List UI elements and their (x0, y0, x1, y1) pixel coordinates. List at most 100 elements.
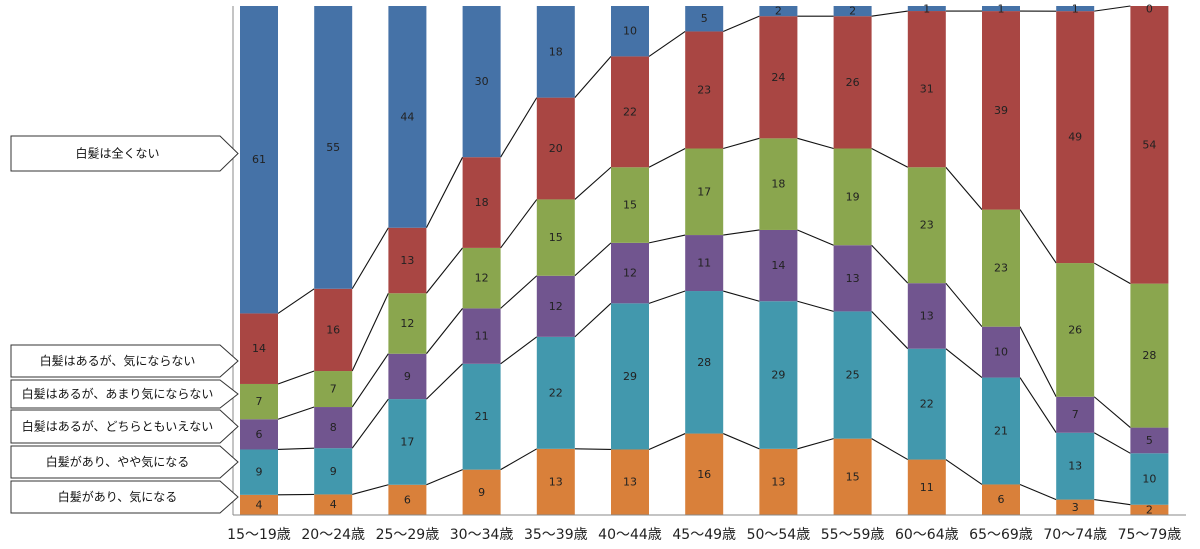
bar-segment (907, 459, 946, 515)
bar-segment (611, 56, 649, 168)
bar-stacks (240, 6, 1169, 515)
bar-segment (833, 245, 872, 312)
data-label: 10 (623, 25, 637, 38)
data-label: 22 (549, 386, 563, 399)
data-label: 19 (846, 190, 860, 203)
connector-line (797, 300, 834, 312)
bar-segment (536, 448, 575, 515)
x-tick-label: 70〜74歳 (1043, 527, 1107, 543)
bar-segment (759, 6, 798, 17)
connector-line (574, 448, 612, 451)
connector-line (351, 353, 389, 408)
series-connector-lines (277, 5, 1131, 506)
data-label: 29 (771, 369, 785, 382)
bar-segment (1130, 283, 1169, 428)
connector-line (425, 247, 464, 294)
legend-label: 白髪はあるが、気にならない (40, 353, 196, 368)
bar-segment (833, 438, 872, 515)
bar-segment (240, 313, 278, 384)
data-label: 29 (623, 370, 637, 383)
connector-line (797, 229, 834, 246)
bar-segment (685, 235, 724, 292)
bar-segment (314, 6, 353, 289)
data-label: 17 (400, 435, 414, 448)
connector-line (945, 282, 983, 328)
x-tick-label: 35〜39歳 (524, 527, 588, 543)
data-label: 13 (846, 272, 860, 285)
connector-line (1019, 377, 1057, 434)
legend-callout (10, 480, 239, 514)
data-label: 4 (330, 498, 337, 511)
bar-segment (240, 419, 278, 450)
bar-segment (388, 6, 427, 228)
data-label: 28 (697, 356, 711, 369)
bar-segment (685, 291, 724, 434)
connector-line (871, 438, 909, 461)
data-label: 10 (994, 346, 1008, 359)
data-label: 24 (771, 71, 785, 84)
data-label: 15 (846, 470, 860, 483)
bar-segment (462, 157, 501, 248)
connector-line (1093, 396, 1131, 429)
bar-segment (314, 371, 353, 408)
connector-line (945, 166, 983, 210)
bar-segment (536, 97, 575, 200)
bar-segment (1130, 427, 1169, 454)
x-tick-labels: 15〜19歳 20〜24歳 25〜29歳 30〜34歳 35〜39歳 40〜44歳 45〜4… (227, 527, 1181, 543)
data-label: 9 (330, 465, 337, 478)
legend-label: 白髪はあるが、あまり気にならない (22, 386, 214, 401)
data-label: 1 (998, 3, 1005, 16)
data-label: 11 (697, 257, 711, 270)
connector-line (648, 30, 686, 57)
legend-label: 白髪は全くない (75, 146, 159, 161)
data-label: 15 (549, 231, 563, 244)
bar-segment (388, 227, 427, 294)
connector-line (277, 406, 315, 420)
connector-line (648, 148, 686, 168)
bar-segment (1130, 453, 1169, 505)
segment-labels: 4967146149871655617912134492111121830132… (252, 3, 1156, 517)
connector-line (797, 438, 834, 450)
data-label: 54 (1142, 138, 1156, 151)
connector-line (648, 234, 686, 244)
connector-line (871, 10, 908, 17)
connector-line (722, 15, 760, 32)
connector-line (574, 242, 612, 277)
bar-segment (388, 293, 427, 354)
data-label: 5 (701, 12, 708, 25)
data-label: 30 (475, 75, 489, 88)
x-tick-label: 60〜64歳 (895, 527, 959, 543)
connector-line (648, 433, 686, 450)
data-label: 2 (849, 5, 856, 18)
bar-segment (462, 247, 501, 309)
connector-line (277, 447, 315, 451)
bar-segment (611, 6, 649, 57)
bar-segment (611, 303, 649, 450)
data-label: 22 (920, 398, 934, 411)
data-label: 23 (994, 262, 1008, 275)
connector-line (426, 363, 463, 400)
x-tick-label: 30〜34歳 (450, 527, 514, 543)
data-label: 1 (923, 3, 930, 16)
bar-segment (685, 6, 724, 32)
data-label: 2 (775, 5, 782, 18)
connector-line (723, 290, 760, 302)
data-label: 31 (920, 83, 934, 96)
data-label: 14 (252, 342, 266, 355)
bar-segment (611, 167, 649, 243)
bar-segment (611, 242, 649, 304)
legend-callout (10, 344, 239, 378)
bar-segment (907, 6, 946, 12)
bar-segment (1130, 6, 1169, 284)
data-label: 13 (1068, 460, 1082, 473)
data-label: 13 (623, 476, 637, 489)
data-label: 12 (549, 300, 563, 313)
data-label: 16 (326, 323, 340, 336)
data-label: 49 (1068, 131, 1082, 144)
bar-segment (833, 16, 872, 149)
data-label: 21 (475, 410, 489, 423)
data-label: 12 (475, 272, 489, 285)
bar-segment (536, 6, 575, 98)
bar-segment (314, 288, 353, 372)
x-tick-label: 75〜79歳 (1118, 527, 1182, 543)
